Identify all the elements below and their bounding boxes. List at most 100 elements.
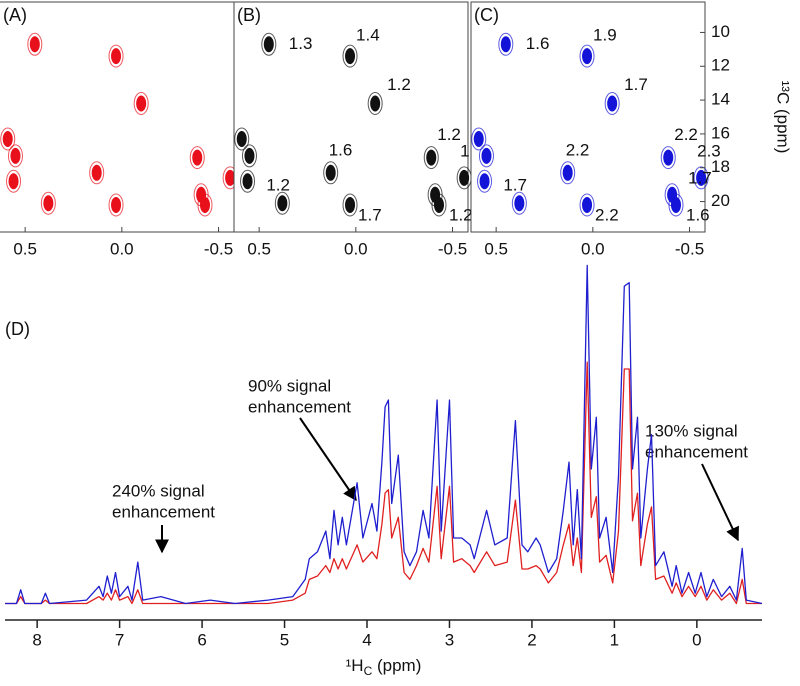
- peak-label: 1.7: [503, 176, 527, 195]
- x-tick-label: 0.0: [344, 239, 368, 258]
- x-tick-label: 2: [527, 630, 536, 649]
- peak-label: 1.6: [526, 34, 550, 53]
- peak: [111, 196, 122, 213]
- peak: [345, 196, 356, 213]
- peak: [514, 195, 525, 212]
- annotation: 90% signal: [248, 376, 331, 395]
- peak-label: 1.7: [688, 168, 712, 187]
- panel-label: (B): [237, 5, 261, 25]
- contour-ring: [89, 161, 105, 185]
- arrow: [701, 463, 739, 542]
- peak: [236, 130, 247, 147]
- peak-label: 1.4: [356, 26, 380, 45]
- contour-ring: [511, 191, 527, 215]
- peak: [199, 196, 210, 213]
- peak-label: 1.2: [449, 205, 473, 224]
- spectrum: [5, 361, 762, 605]
- contour-ring: [478, 144, 494, 168]
- contour-ring: [27, 32, 43, 56]
- peak: [325, 164, 336, 181]
- peak-label: 2.2: [566, 140, 590, 159]
- x-tick-label: 0.5: [247, 239, 271, 258]
- contour-ring: [0, 127, 16, 151]
- contour-ring: [197, 193, 213, 217]
- peak: [8, 173, 19, 190]
- y-tick-label: 14: [711, 90, 730, 109]
- x-tick-label: 3: [445, 630, 454, 649]
- peak: [459, 169, 470, 186]
- peak: [479, 173, 490, 190]
- contour-ring: [240, 169, 256, 193]
- contour-ring: [108, 44, 124, 68]
- peak: [473, 130, 484, 147]
- x-tick-label: 0.0: [110, 239, 134, 258]
- y-tick-label: 10: [711, 22, 730, 41]
- y-tick-label: 16: [711, 123, 730, 142]
- contour-ring: [7, 144, 23, 168]
- peak-label: 1.2: [437, 125, 461, 144]
- peak: [500, 36, 511, 53]
- spectrum: [5, 264, 763, 605]
- peak-label: 1.6: [686, 205, 710, 224]
- contour-ring: [660, 146, 676, 170]
- contour-ring: [6, 169, 22, 193]
- peak: [696, 169, 707, 186]
- peak: [433, 196, 444, 213]
- peak: [244, 147, 255, 164]
- x-tick-label: 0.0: [581, 239, 605, 258]
- annotation: 130% signal: [645, 421, 738, 440]
- contour-ring: [40, 191, 56, 215]
- x-tick-label: 0.5: [13, 239, 37, 258]
- peak: [607, 95, 618, 112]
- x-tick-label: -0.5: [438, 239, 467, 258]
- contour-ring: [323, 161, 339, 185]
- peak-label: 1.2: [387, 75, 411, 94]
- peak: [370, 95, 381, 112]
- x-tick-label: 5: [280, 630, 289, 649]
- peak: [136, 95, 147, 112]
- peak: [29, 36, 40, 53]
- contour-ring: [604, 91, 620, 115]
- contour-ring: [471, 127, 487, 151]
- y-axis-label: ¹³C (ppm): [774, 81, 793, 154]
- x-tick-label: 1: [610, 630, 619, 649]
- contour-ring: [133, 91, 149, 115]
- x-tick-label: 0: [692, 630, 701, 649]
- arrow: [299, 417, 357, 502]
- peak: [10, 147, 21, 164]
- peak: [582, 196, 593, 213]
- x-tick-label: 8: [32, 630, 41, 649]
- peak: [192, 149, 203, 166]
- peak-label: 1.7: [624, 75, 648, 94]
- panel-label: (D): [5, 319, 30, 339]
- y-tick-label: 18: [711, 157, 730, 176]
- contour-ring: [498, 32, 514, 56]
- peak: [225, 169, 236, 186]
- peak: [91, 164, 102, 181]
- peak-label: 2.2: [674, 125, 698, 144]
- contour-ring: [431, 193, 447, 217]
- x-tick-label: -0.5: [675, 239, 704, 258]
- peak: [111, 48, 122, 65]
- panel-label: (A): [3, 5, 27, 25]
- peak-label: 2.2: [595, 205, 619, 224]
- peak-label: 1.3: [289, 34, 313, 53]
- peak-label: 1.6: [329, 140, 353, 159]
- contour-ring: [668, 193, 684, 217]
- peak: [670, 196, 681, 213]
- contour-ring: [234, 127, 250, 151]
- peak: [43, 195, 54, 212]
- contour-ring: [423, 146, 439, 170]
- peak: [277, 195, 288, 212]
- contour-ring: [261, 32, 277, 56]
- contour-ring: [189, 146, 205, 170]
- annotation: enhancement: [645, 442, 748, 461]
- x-tick-label: 6: [197, 630, 206, 649]
- contour-ring: [274, 191, 290, 215]
- peak: [663, 149, 674, 166]
- annotation: enhancement: [248, 397, 351, 416]
- peak: [2, 130, 13, 147]
- peak: [263, 36, 274, 53]
- peak-label: 1.9: [593, 26, 617, 45]
